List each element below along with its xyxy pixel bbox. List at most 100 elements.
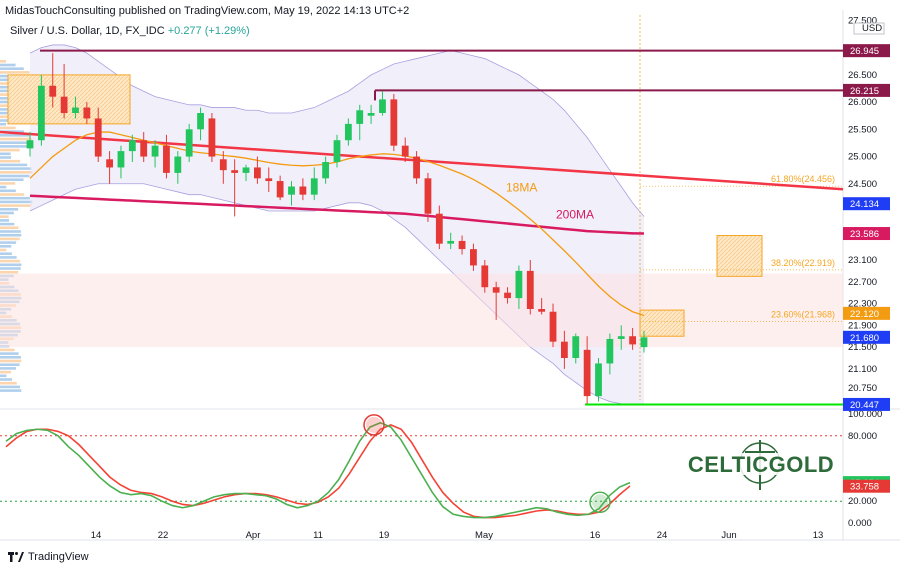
stoch-tick-label: 100.000 [848, 409, 882, 420]
stoch-tick-label: 0.000 [848, 518, 872, 529]
candle-body [390, 99, 398, 146]
time-tick-label: Apr [246, 530, 261, 541]
publish-info: MidasTouchConsulting published on Tradin… [5, 5, 410, 17]
volume-profile-bar [0, 352, 19, 355]
stoch-value-text: 33.758 [850, 482, 879, 493]
ma200-label: 200MA [556, 208, 594, 222]
candle-body [526, 270, 534, 309]
candle-body [481, 265, 489, 288]
candle-body [458, 240, 466, 250]
volume-profile-bar [0, 359, 22, 363]
fib-level-label: 38.20%(22.919) [771, 258, 835, 268]
volume-profile-bar [0, 189, 16, 193]
candle-body [560, 341, 568, 358]
stoch-k-line [5, 421, 631, 519]
candle-body [435, 213, 443, 244]
resistance-zone [0, 273, 843, 348]
candle-body [106, 159, 113, 168]
price-tick-label: 25.000 [848, 152, 877, 163]
fib-box-upper [716, 235, 763, 277]
time-tick-label: 19 [379, 530, 390, 541]
envelope-lower [29, 183, 644, 405]
volume-profile-bar [0, 93, 11, 96]
candle-body [572, 336, 580, 358]
candle-body [515, 270, 523, 299]
ma18-label: 18MA [506, 180, 537, 194]
price-tick-label: 22.700 [848, 277, 877, 288]
volume-profile-bar [0, 248, 7, 252]
candlesticks [26, 53, 648, 404]
volume-profile-bar [0, 126, 16, 130]
tradingview-logo[interactable]: TradingView [8, 551, 89, 563]
volume-profile-bar [0, 252, 12, 255]
time-tick-label: 16 [590, 530, 601, 541]
candle-body [299, 186, 307, 195]
volume-profile-bar [0, 348, 15, 352]
candle-body [333, 140, 341, 162]
candle-body [424, 178, 432, 214]
price-tick-label: 24.500 [848, 179, 877, 190]
volume-profile-bar [0, 241, 17, 244]
candle-body [117, 151, 125, 168]
candle-body [208, 118, 216, 157]
candle-body [140, 140, 148, 157]
price-tick-label: 25.500 [848, 124, 877, 135]
price-label-box [843, 197, 890, 211]
volume-profile-bar [0, 145, 27, 148]
volume-profile-bar [0, 89, 11, 93]
candle-body [128, 140, 136, 152]
candle-body [356, 110, 364, 124]
tradingview-icon [8, 552, 24, 562]
candle-body [163, 145, 170, 173]
volume-profile-bar [0, 156, 12, 159]
buy-signal-fill [592, 494, 608, 511]
volume-profile-bar [0, 178, 24, 181]
price-label-box [843, 83, 890, 97]
volume-profile-bar [0, 137, 33, 141]
candle-body [197, 113, 204, 130]
fib-box-lower [639, 309, 685, 337]
volume-profile-bar [0, 71, 30, 74]
symbol-legend: Silver / U.S. Dollar, 1D, FX_IDC +0.277 … [10, 25, 250, 37]
volume-profile-bar [0, 222, 15, 226]
volume-profile-bar [0, 174, 30, 178]
price-tick-label: 20.750 [848, 383, 877, 394]
candle-body [379, 99, 386, 113]
candle-body [447, 240, 455, 244]
time-tick-label: 22 [158, 530, 169, 541]
volume-profile-bar [0, 67, 24, 70]
buy-signal-marker [589, 491, 611, 514]
candle-body [254, 167, 261, 179]
volume-profile-bar [0, 215, 9, 218]
volume-profile-bar [0, 193, 25, 196]
candle-body [367, 113, 375, 116]
candle-body [344, 123, 352, 141]
candle-body [310, 178, 318, 195]
candle-body [549, 311, 557, 342]
price-label-box [843, 227, 890, 241]
candle-body [595, 363, 602, 397]
price-tick-label: 23.100 [848, 255, 877, 266]
volume-profile-bar [0, 208, 19, 211]
candle-body [288, 186, 295, 195]
tradingview-label: TradingView [28, 551, 89, 563]
price-tick-label: 26.500 [848, 70, 877, 81]
volume-profile-bar [0, 263, 22, 267]
currency-label: USD [862, 23, 882, 34]
volume-profile-bar [0, 259, 20, 263]
volume-profile-bar [0, 211, 14, 215]
price-label-text: 20.447 [850, 400, 879, 411]
price-label-box [843, 44, 890, 58]
candle-body [242, 167, 250, 173]
price-tick-label: 26.000 [848, 97, 877, 108]
price-tick-label: 27.500 [848, 15, 877, 26]
candle-body [174, 156, 182, 173]
candle-body [401, 145, 409, 157]
volume-profile-bar [0, 185, 7, 189]
candle-body [583, 349, 591, 397]
celticgold-logo: CELTICGOLD [688, 440, 834, 490]
price-change: +0.277 (+1.29%) [167, 25, 250, 37]
candle-body [49, 85, 57, 97]
volume-profile-bar [0, 148, 20, 152]
